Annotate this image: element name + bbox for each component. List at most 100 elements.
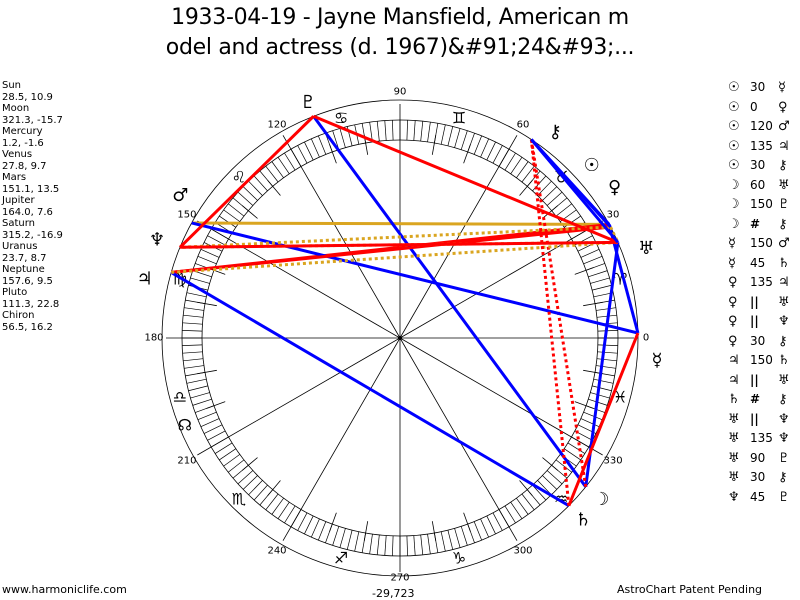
aspect-row: ☿ 150 ♂ bbox=[728, 234, 800, 254]
neptune-icon: ♆ bbox=[778, 431, 790, 446]
degree-tick bbox=[304, 515, 314, 535]
chiron-icon: ⚷ bbox=[549, 121, 562, 142]
degree-label: 240 bbox=[267, 546, 286, 557]
degree-tick bbox=[265, 493, 279, 511]
degree-tick bbox=[384, 120, 387, 141]
venus-icon: ♀ bbox=[728, 333, 738, 349]
jupiter-icon: ♃ bbox=[728, 353, 740, 368]
minor-tick bbox=[463, 512, 471, 532]
sun-icon: ☉ bbox=[584, 155, 600, 176]
degree-label: 270 bbox=[390, 573, 409, 584]
minor-tick bbox=[329, 512, 337, 532]
degree-tick bbox=[480, 138, 489, 158]
degree-tick bbox=[597, 330, 618, 332]
degree-tick bbox=[480, 518, 489, 538]
degree-tick bbox=[203, 424, 223, 434]
degree-label: 120 bbox=[267, 119, 286, 130]
degree-tick bbox=[454, 528, 461, 548]
degree-tick bbox=[186, 378, 207, 384]
aspect-row: ♀ || ♆ bbox=[728, 312, 800, 332]
aspect-row: ☉ 0 ♀ bbox=[728, 98, 800, 118]
degree-tick bbox=[223, 454, 241, 467]
sun-icon: ☉ bbox=[728, 119, 740, 134]
chiron-icon: ⚷ bbox=[778, 333, 788, 349]
degree-tick bbox=[253, 484, 268, 501]
chiron-icon: ⚷ bbox=[778, 392, 788, 407]
degree-tick bbox=[447, 126, 454, 146]
minor-tick bbox=[267, 179, 281, 196]
degree-tick bbox=[277, 501, 290, 519]
aspect-type: 45 bbox=[750, 255, 766, 270]
zodiac-sign-icon: ♌ bbox=[232, 167, 246, 186]
degree-tick bbox=[447, 530, 454, 550]
degree-tick bbox=[376, 534, 380, 555]
degree-label: 300 bbox=[513, 546, 532, 557]
aspect-line bbox=[179, 240, 618, 249]
degree-tick bbox=[311, 518, 320, 538]
degree-tick bbox=[284, 152, 296, 171]
zodiac-sign-icon: ♑ bbox=[452, 549, 466, 568]
degree-tick bbox=[460, 130, 468, 150]
uranus-icon: ♅ bbox=[728, 411, 740, 427]
aspect-row: ☉ 30 ☿ bbox=[728, 78, 800, 98]
mars-icon: ♂ bbox=[778, 236, 790, 251]
degree-tick bbox=[354, 531, 360, 552]
aspect-line bbox=[584, 242, 620, 488]
degree-tick bbox=[593, 378, 614, 384]
outer-circle bbox=[161, 99, 639, 577]
minor-tick bbox=[574, 267, 594, 275]
degree-tick bbox=[590, 277, 610, 284]
mercury-icon: ☿ bbox=[778, 80, 786, 95]
degree-tick bbox=[510, 501, 523, 519]
jupiter-icon: ♃ bbox=[137, 269, 153, 290]
degree-tick bbox=[253, 175, 268, 192]
zodiac-sign-icon: ♎ bbox=[173, 388, 187, 407]
degree-tick bbox=[580, 418, 600, 427]
chiron-icon: ⚷ bbox=[778, 470, 788, 485]
degree-tick bbox=[392, 120, 394, 141]
planet-coords: 164.0, 7.6 bbox=[2, 206, 53, 218]
site-link[interactable]: www.harmoniclife.com bbox=[2, 583, 127, 596]
degree-tick bbox=[567, 442, 586, 454]
spoke-line bbox=[282, 135, 401, 339]
degree-tick bbox=[486, 515, 496, 535]
aspect-type: 30 bbox=[750, 158, 766, 172]
aspect-line bbox=[530, 138, 620, 244]
degree-tick bbox=[242, 475, 258, 490]
degree-tick bbox=[200, 418, 220, 427]
zodiac-sign-icon: ♋ bbox=[334, 108, 348, 127]
minor-tick bbox=[197, 369, 217, 375]
mars-icon: ♂ bbox=[172, 185, 188, 206]
degree-tick bbox=[284, 505, 296, 524]
planet-coords: 1.2, -1.6 bbox=[2, 137, 44, 149]
degree-tick bbox=[237, 470, 254, 485]
degree-tick bbox=[190, 392, 210, 399]
neptune-icon: ♆ bbox=[728, 489, 740, 505]
degree-tick bbox=[454, 128, 461, 148]
chiron-icon: ⚷ bbox=[778, 216, 788, 232]
venus-icon: ♀ bbox=[778, 99, 788, 115]
degree-tick bbox=[460, 526, 468, 546]
planet-coords: 56.5, 16.2 bbox=[2, 321, 53, 333]
minor-tick bbox=[431, 135, 437, 155]
degree-tick bbox=[339, 528, 346, 548]
spoke-line bbox=[197, 337, 401, 456]
minor-tick bbox=[583, 301, 603, 307]
aspect-row: ☉ 135 ♃ bbox=[728, 137, 800, 157]
degree-tick bbox=[406, 535, 408, 556]
degree-tick bbox=[542, 475, 558, 490]
aspect-row: ☿ 45 ♄ bbox=[728, 254, 800, 274]
degree-tick bbox=[504, 505, 516, 524]
degree-tick bbox=[182, 322, 203, 325]
minor-tick bbox=[241, 457, 258, 471]
uranus-icon: ♅ bbox=[728, 450, 740, 466]
moon-icon: ☽ bbox=[728, 177, 740, 193]
degree-tick bbox=[311, 138, 320, 158]
neptune-icon: ♆ bbox=[778, 314, 790, 329]
degree-tick bbox=[537, 180, 552, 196]
minor-tick bbox=[206, 401, 226, 409]
degree-tick bbox=[392, 535, 394, 556]
jupiter-icon: ♃ bbox=[778, 138, 790, 154]
degree-tick bbox=[192, 398, 212, 406]
minor-tick bbox=[542, 457, 559, 471]
